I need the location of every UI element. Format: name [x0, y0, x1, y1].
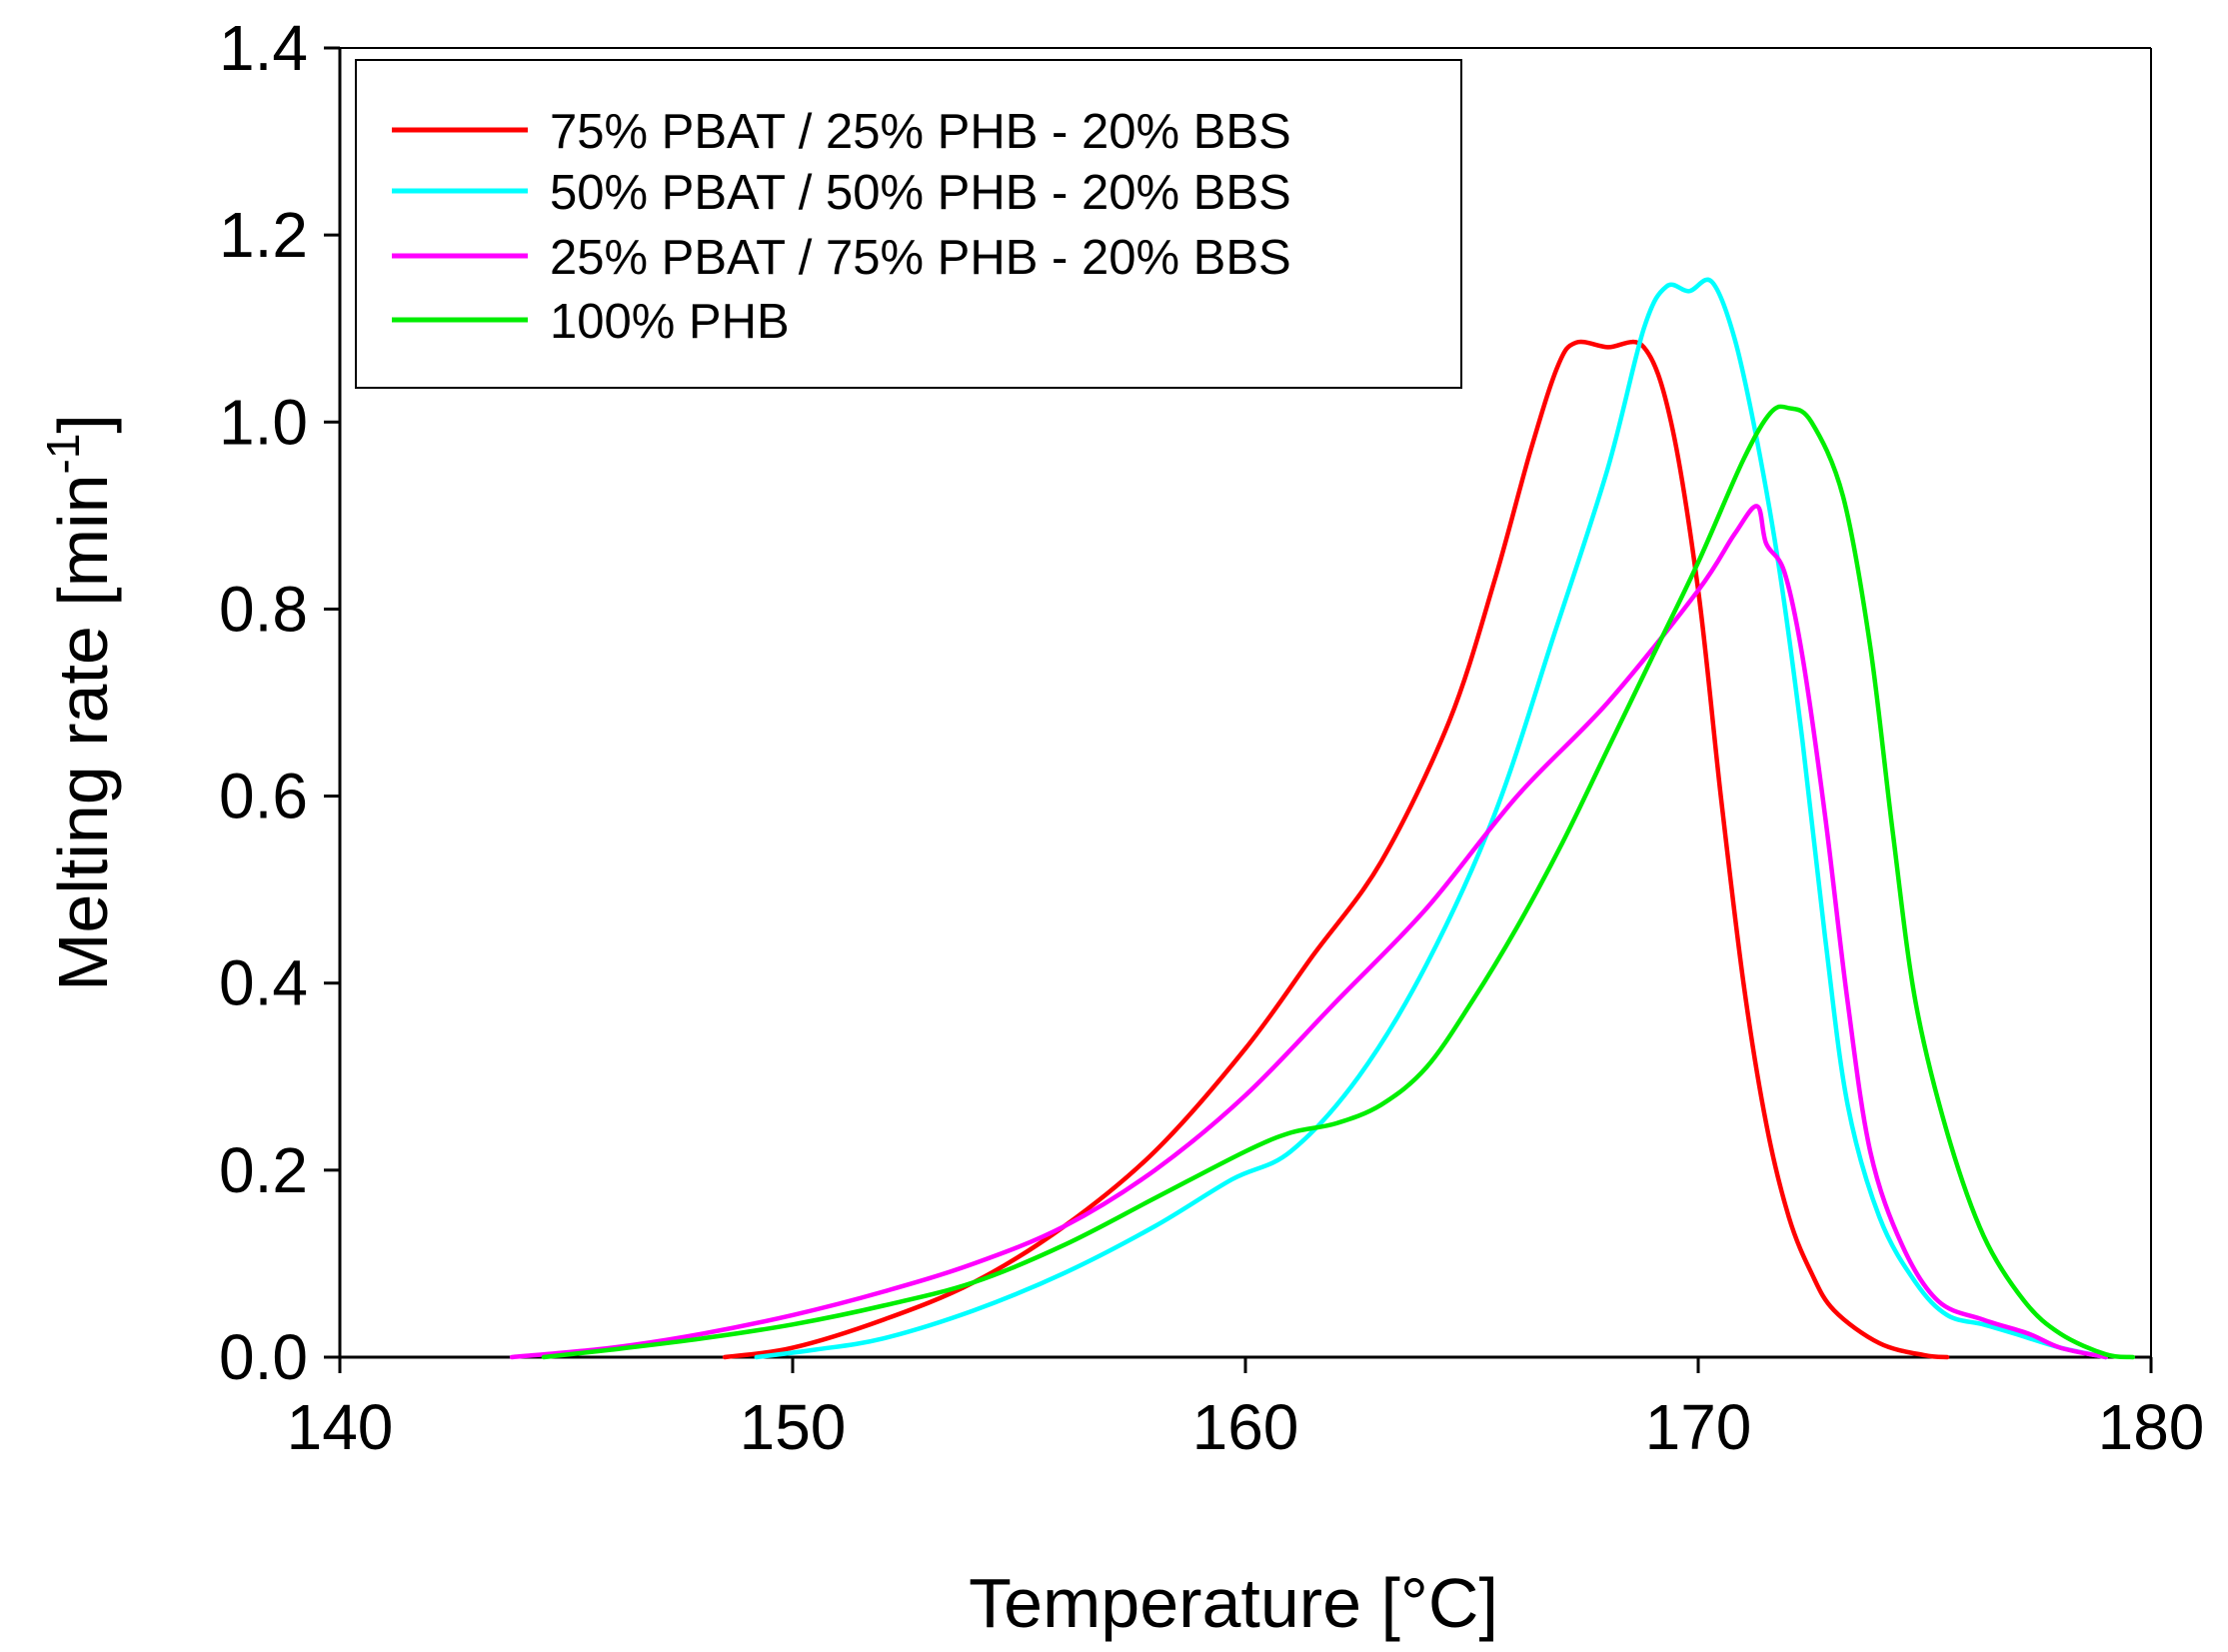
legend-label-25-pbat: 25% PBAT / 75% PHB - 20% BBS: [550, 231, 1291, 285]
legend: 75% PBAT / 25% PHB - 20% BBS 50% PBAT / …: [355, 59, 1462, 389]
legend-label-50-pbat: 50% PBAT / 50% PHB - 20% BBS: [550, 166, 1291, 220]
x-tick-label: 180: [2098, 1391, 2205, 1463]
legend-box: [355, 59, 1462, 389]
x-axis-title: Temperature [°C]: [969, 1564, 1498, 1642]
legend-label-75-pbat: 75% PBAT / 25% PHB - 20% BBS: [550, 105, 1291, 159]
y-tick-label: 0.2: [219, 1134, 308, 1206]
y-ticks: 0.0 0.2 0.4 0.6 0.8 1.0 1.2 1.4: [219, 12, 340, 1393]
series-group: [509, 277, 2136, 1360]
y-tick-label: 1.4: [219, 12, 308, 84]
series-75-pbat-line: [722, 339, 1950, 1360]
x-tick-label: 140: [287, 1391, 394, 1463]
y-tick-label: 1.0: [219, 386, 308, 458]
series-25-pbat-line: [509, 504, 2108, 1360]
x-ticks: 140 150 160 170 180: [287, 1357, 2205, 1463]
y-tick-label: 0.0: [219, 1321, 308, 1393]
y-axis-title-superscript: -1: [37, 434, 89, 475]
series-50-pbat-line: [754, 277, 2108, 1360]
y-axis-title-close: ]: [44, 414, 122, 433]
legend-label-100-phb: 100% PHB: [550, 295, 790, 349]
y-tick-label: 1.2: [219, 199, 308, 271]
y-tick-label: 0.6: [219, 761, 308, 832]
plot-frame: [338, 47, 2152, 1359]
y-tick-label: 0.4: [219, 947, 308, 1019]
y-axis-title: Melting rate [min-1]: [37, 414, 122, 991]
y-tick-label: 0.8: [219, 573, 308, 645]
series-100-phb-line: [541, 404, 2136, 1360]
x-tick-label: 170: [1645, 1391, 1752, 1463]
x-tick-label: 160: [1192, 1391, 1299, 1463]
x-tick-label: 150: [740, 1391, 847, 1463]
y-axis-title-main: Melting rate [min: [44, 474, 122, 990]
